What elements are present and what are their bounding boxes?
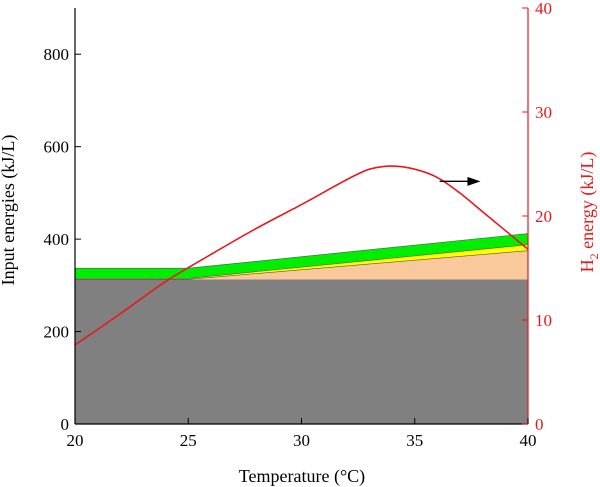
y-right-tick-label: 10 <box>535 311 552 330</box>
h2-line-group <box>74 165 529 346</box>
x-axis-label: Temperature (°C) <box>239 466 365 487</box>
x-tick-label: 25 <box>180 431 197 450</box>
y-axis-left-label: Input energies (kJ/L) <box>0 135 19 286</box>
y-axis-right-label-subscript: 2 <box>587 253 600 259</box>
y-axis-right-label-rest: energy (kJ/L) <box>577 152 598 254</box>
area-peach <box>75 250 528 280</box>
area-edge-peach <box>75 250 529 280</box>
area-base <box>75 279 528 424</box>
y-axis-right-label-h: H <box>577 259 597 272</box>
arrow-group <box>439 176 481 186</box>
y-left-tick-label: 200 <box>44 323 70 342</box>
area-green <box>75 233 528 279</box>
y-right-tick-label: 30 <box>535 103 552 122</box>
y-right-tick-label: 0 <box>535 415 544 434</box>
y-right-tick-label: 20 <box>535 207 552 226</box>
y-right-tick-label: 40 <box>535 0 552 18</box>
y-left-tick-label: 0 <box>61 415 70 434</box>
y-axis-right-label: H2 energy (kJ/L) <box>577 152 600 273</box>
x-tick-label: 30 <box>293 431 310 450</box>
arrow-head <box>467 176 481 186</box>
stacked-areas <box>75 233 529 424</box>
area-edge-yellow <box>75 244 529 279</box>
y-left-tick-label: 800 <box>44 45 70 64</box>
y-left-tick-label: 600 <box>44 138 70 157</box>
x-tick-label: 20 <box>67 431 84 450</box>
x-tick-label: 35 <box>406 431 423 450</box>
x-tick-label: 40 <box>520 431 537 450</box>
h2-energy-line <box>74 165 529 346</box>
y-left-tick-label: 400 <box>44 230 70 249</box>
